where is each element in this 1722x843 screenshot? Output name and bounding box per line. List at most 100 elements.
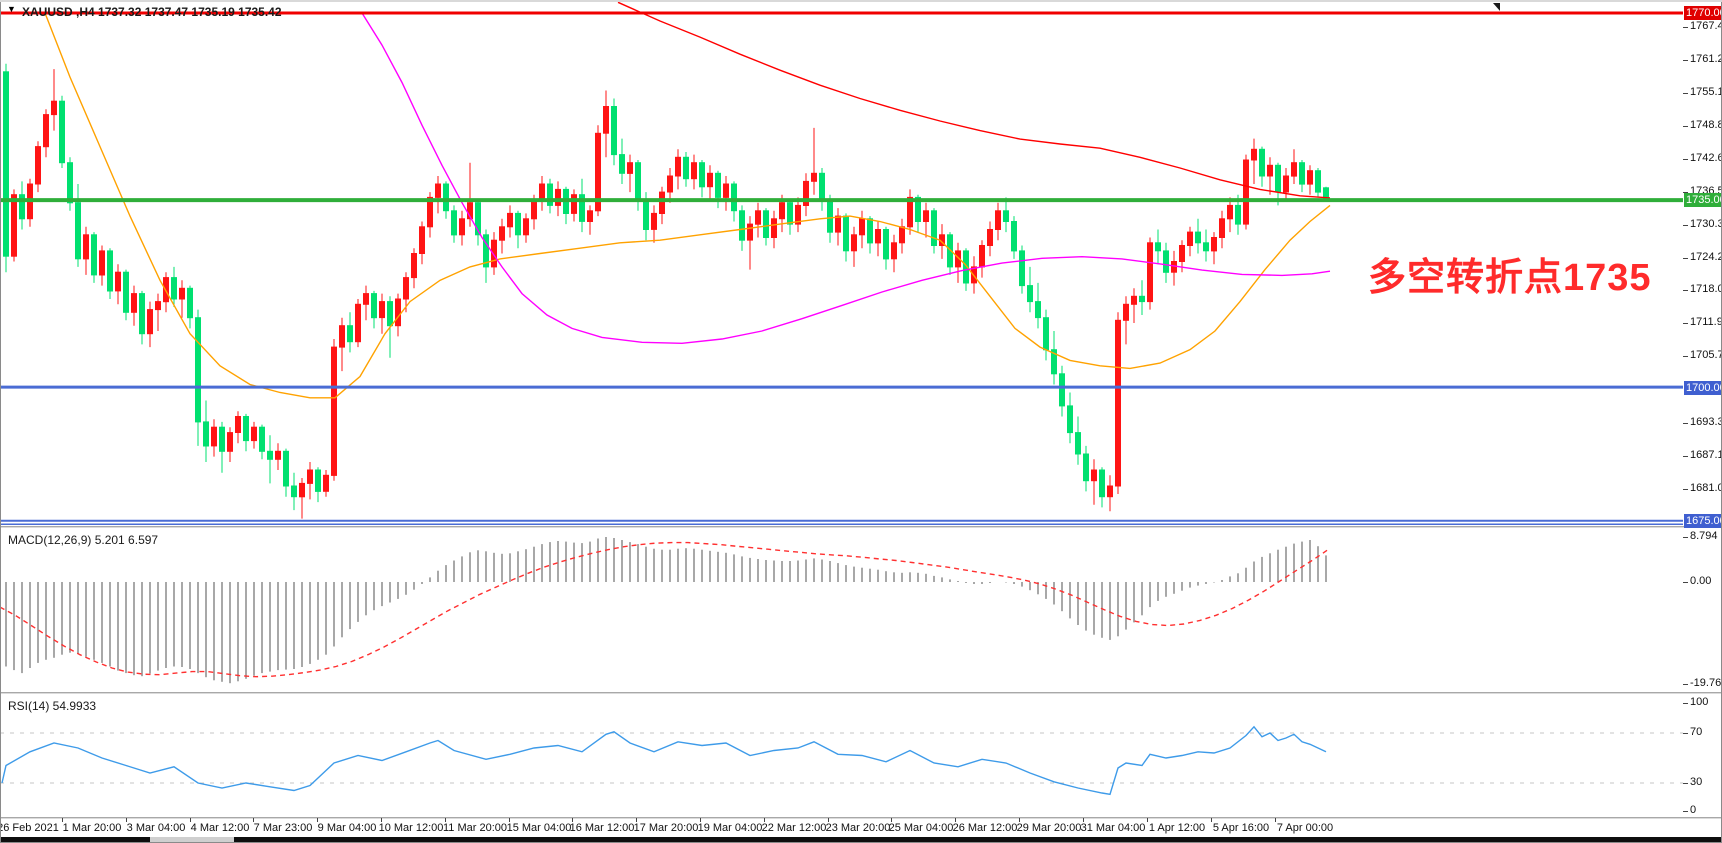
price-badge: 1675.00 <box>1684 514 1722 528</box>
time-axis-tick <box>190 818 191 822</box>
price-axis-label: 1711.90 <box>1690 316 1722 328</box>
rsi-axis-tick <box>1683 703 1688 704</box>
price-axis-border <box>0 0 1 836</box>
price-axis-label: 1730.35 <box>1690 218 1722 230</box>
time-axis-label: 11 Mar 20:00 <box>442 822 508 834</box>
price-axis-tick <box>1683 192 1688 193</box>
time-axis-label: 1 Apr 12:00 <box>1148 822 1206 834</box>
panel-separator-macd[interactable] <box>0 526 1722 528</box>
time-axis-tick <box>1083 818 1084 822</box>
macd-indicator-label: MACD(12,26,9) 5.201 6.597 <box>8 533 159 547</box>
price-axis-tick <box>1683 489 1688 490</box>
macd-axis-label: 0.00 <box>1690 575 1712 587</box>
price-axis-tick <box>1683 60 1688 61</box>
time-axis-tick <box>381 818 382 822</box>
macd-axis-label: -19.761 <box>1690 677 1722 689</box>
price-axis-tick <box>1683 456 1688 457</box>
rsi-indicator-label: RSI(14) 54.9933 <box>8 699 97 713</box>
time-axis-label: 5 Apr 16:00 <box>1212 822 1270 834</box>
macd-axis-label: 8.794 <box>1690 530 1718 542</box>
time-axis-tick <box>891 818 892 822</box>
candles <box>3 63 1329 519</box>
price-badge: 1735.00 <box>1684 193 1722 207</box>
time-axis-tick <box>1147 818 1148 822</box>
chart-shift-marker-icon[interactable] <box>1493 3 1500 11</box>
price-axis-label: 1705.75 <box>1690 349 1722 361</box>
rsi-axis-label: 30 <box>1690 776 1703 788</box>
price-axis-tick <box>1683 356 1688 357</box>
ma-red-line <box>617 1 1331 199</box>
time-axis-label: 17 Mar 20:00 <box>633 822 699 834</box>
price-axis-tick <box>1683 126 1688 127</box>
price-axis-tick <box>1683 225 1688 226</box>
macd-panel-area[interactable] <box>0 529 1722 692</box>
time-axis-tick <box>317 818 318 822</box>
price-axis-tick <box>1683 290 1688 291</box>
macd-axis-tick <box>1683 684 1688 685</box>
time-axis-label: 7 Mar 23:00 <box>253 822 313 834</box>
price-axis-label: 1761.25 <box>1690 53 1722 65</box>
price-axis-label: 1755.10 <box>1690 86 1722 98</box>
time-axis-label: 9 Mar 04:00 <box>317 822 377 834</box>
main-chart-area[interactable] <box>0 0 1722 527</box>
rsi-axis-tick <box>1683 783 1688 784</box>
time-axis-label: 25 Mar 04:00 <box>888 822 954 834</box>
time-axis-label: 19 Mar 04:00 <box>697 822 763 834</box>
time-axis-tick <box>828 818 829 822</box>
price-axis-tick <box>1683 27 1688 28</box>
rsi-axis-label: 100 <box>1690 696 1709 708</box>
time-axis-tick <box>1019 818 1020 822</box>
time-axis-tick <box>700 818 701 822</box>
window-bottom-gap <box>150 837 234 843</box>
time-axis-tick <box>764 818 765 822</box>
ma-magenta-line <box>361 12 1331 345</box>
rsi-line <box>1 725 1327 796</box>
time-axis-label: 23 Mar 20:00 <box>825 822 891 834</box>
time-axis-label: 10 Mar 12:00 <box>378 822 444 834</box>
price-axis-label: 1687.15 <box>1690 449 1722 461</box>
macd-axis-tick <box>1683 537 1688 538</box>
time-axis-tick <box>62 818 63 822</box>
panel-separator-rsi[interactable] <box>0 692 1722 694</box>
time-axis-tick <box>1211 818 1212 822</box>
symbol-title: XAUUSD ,H4 1737.32 1737.47 1735.19 1735.… <box>22 5 282 19</box>
macd-axis-tick <box>1683 582 1688 583</box>
rsi-panel-area[interactable] <box>0 695 1722 817</box>
time-axis-tick <box>636 818 637 822</box>
annotation-text[interactable]: 多空转折点1735 <box>1368 257 1652 299</box>
price-axis-label: 1767.40 <box>1690 20 1722 32</box>
price-axis-tick <box>1683 323 1688 324</box>
time-axis-tick <box>509 818 510 822</box>
symbol-marker-icon: ▼ <box>7 4 16 14</box>
panel-separator-dates <box>0 817 1722 819</box>
rsi-axis-tick <box>1683 733 1688 734</box>
window-top-edge <box>0 0 1722 2</box>
rsi-axis-label: 70 <box>1690 726 1703 738</box>
price-axis-label: 1681.00 <box>1690 482 1722 494</box>
price-axis-label: 1748.80 <box>1690 119 1722 131</box>
window-bottom-edge <box>0 837 1722 843</box>
price-badge: 1700.00 <box>1684 381 1722 395</box>
time-axis-tick <box>572 818 573 822</box>
time-axis-label: 31 Mar 04:00 <box>1080 822 1146 834</box>
time-axis-tick <box>445 818 446 822</box>
time-axis-tick <box>253 818 254 822</box>
time-axis-label: 1 Mar 20:00 <box>62 822 122 834</box>
time-axis-tick <box>1275 818 1276 822</box>
price-axis-tick <box>1683 93 1688 94</box>
time-axis-label: 22 Mar 12:00 <box>761 822 827 834</box>
time-axis-tick <box>126 818 127 822</box>
time-axis-label: 3 Mar 04:00 <box>126 822 186 834</box>
time-axis-label: 26 Feb 2021 <box>0 822 59 834</box>
price-axis-tick <box>1683 159 1688 160</box>
price-axis-label: 1742.65 <box>1690 152 1722 164</box>
time-axis-label: 4 Mar 12:00 <box>190 822 250 834</box>
price-axis-tick <box>1683 423 1688 424</box>
time-axis-label: 16 Mar 12:00 <box>569 822 635 834</box>
time-axis-label: 7 Apr 00:00 <box>1276 822 1334 834</box>
time-axis-label: 26 Mar 12:00 <box>952 822 1018 834</box>
price-axis-label: 1718.05 <box>1690 283 1722 295</box>
rsi-axis-label: 0 <box>1690 804 1697 816</box>
price-axis-label: 1693.30 <box>1690 416 1722 428</box>
